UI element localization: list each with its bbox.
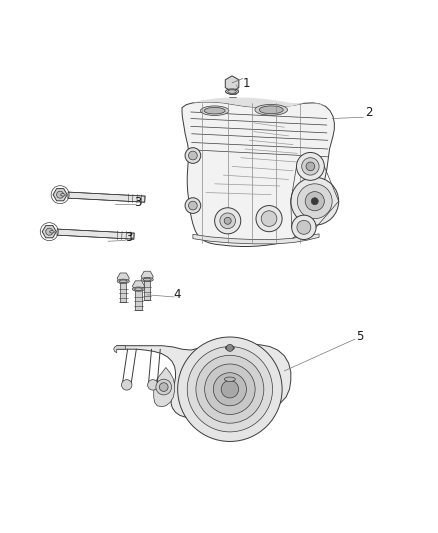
Ellipse shape: [226, 346, 234, 350]
Text: 4: 4: [173, 288, 181, 301]
Text: 3: 3: [134, 196, 141, 208]
Text: 5: 5: [356, 330, 364, 343]
Circle shape: [297, 184, 332, 219]
Circle shape: [159, 383, 168, 391]
Circle shape: [196, 356, 264, 423]
Ellipse shape: [49, 231, 54, 233]
Circle shape: [185, 198, 201, 213]
Polygon shape: [144, 279, 150, 301]
Ellipse shape: [117, 279, 129, 284]
Circle shape: [187, 346, 272, 432]
Ellipse shape: [259, 106, 283, 114]
Polygon shape: [57, 229, 134, 239]
Circle shape: [224, 217, 231, 224]
Circle shape: [57, 191, 64, 198]
Polygon shape: [225, 76, 239, 92]
Polygon shape: [154, 367, 175, 407]
Polygon shape: [193, 98, 325, 108]
Circle shape: [121, 379, 132, 390]
Polygon shape: [132, 281, 145, 292]
Circle shape: [261, 211, 277, 227]
Ellipse shape: [132, 287, 145, 291]
Circle shape: [305, 192, 324, 211]
Ellipse shape: [255, 104, 288, 115]
Polygon shape: [53, 189, 67, 201]
Polygon shape: [117, 273, 129, 284]
Circle shape: [213, 373, 247, 406]
Circle shape: [311, 198, 318, 205]
Circle shape: [221, 381, 239, 398]
Bar: [226, 348, 234, 382]
Circle shape: [188, 151, 197, 160]
Polygon shape: [68, 192, 145, 202]
Ellipse shape: [204, 108, 225, 114]
Circle shape: [226, 344, 233, 351]
Polygon shape: [42, 225, 57, 238]
Ellipse shape: [119, 280, 127, 282]
Circle shape: [297, 220, 311, 235]
Polygon shape: [135, 289, 141, 310]
Polygon shape: [141, 271, 153, 282]
Circle shape: [185, 148, 201, 163]
Polygon shape: [114, 346, 125, 353]
Circle shape: [297, 152, 324, 180]
Ellipse shape: [143, 278, 151, 281]
Circle shape: [46, 228, 53, 235]
Text: 1: 1: [243, 77, 251, 90]
Circle shape: [291, 177, 339, 225]
Circle shape: [148, 379, 158, 390]
Circle shape: [256, 206, 282, 232]
Circle shape: [306, 162, 315, 171]
Polygon shape: [120, 281, 126, 302]
Circle shape: [188, 201, 197, 210]
Ellipse shape: [141, 277, 153, 281]
Circle shape: [156, 379, 172, 395]
Ellipse shape: [60, 193, 65, 196]
Polygon shape: [182, 102, 334, 246]
Ellipse shape: [201, 106, 229, 116]
Circle shape: [302, 158, 319, 175]
Ellipse shape: [226, 89, 239, 94]
Ellipse shape: [134, 288, 142, 290]
Ellipse shape: [224, 377, 235, 382]
Polygon shape: [117, 344, 291, 420]
Circle shape: [205, 364, 255, 415]
Text: 2: 2: [365, 107, 372, 119]
Ellipse shape: [228, 90, 237, 93]
Circle shape: [215, 208, 241, 234]
Circle shape: [292, 215, 316, 239]
Circle shape: [178, 337, 282, 441]
Polygon shape: [193, 234, 319, 244]
Circle shape: [220, 213, 236, 229]
Text: 3: 3: [125, 231, 133, 244]
